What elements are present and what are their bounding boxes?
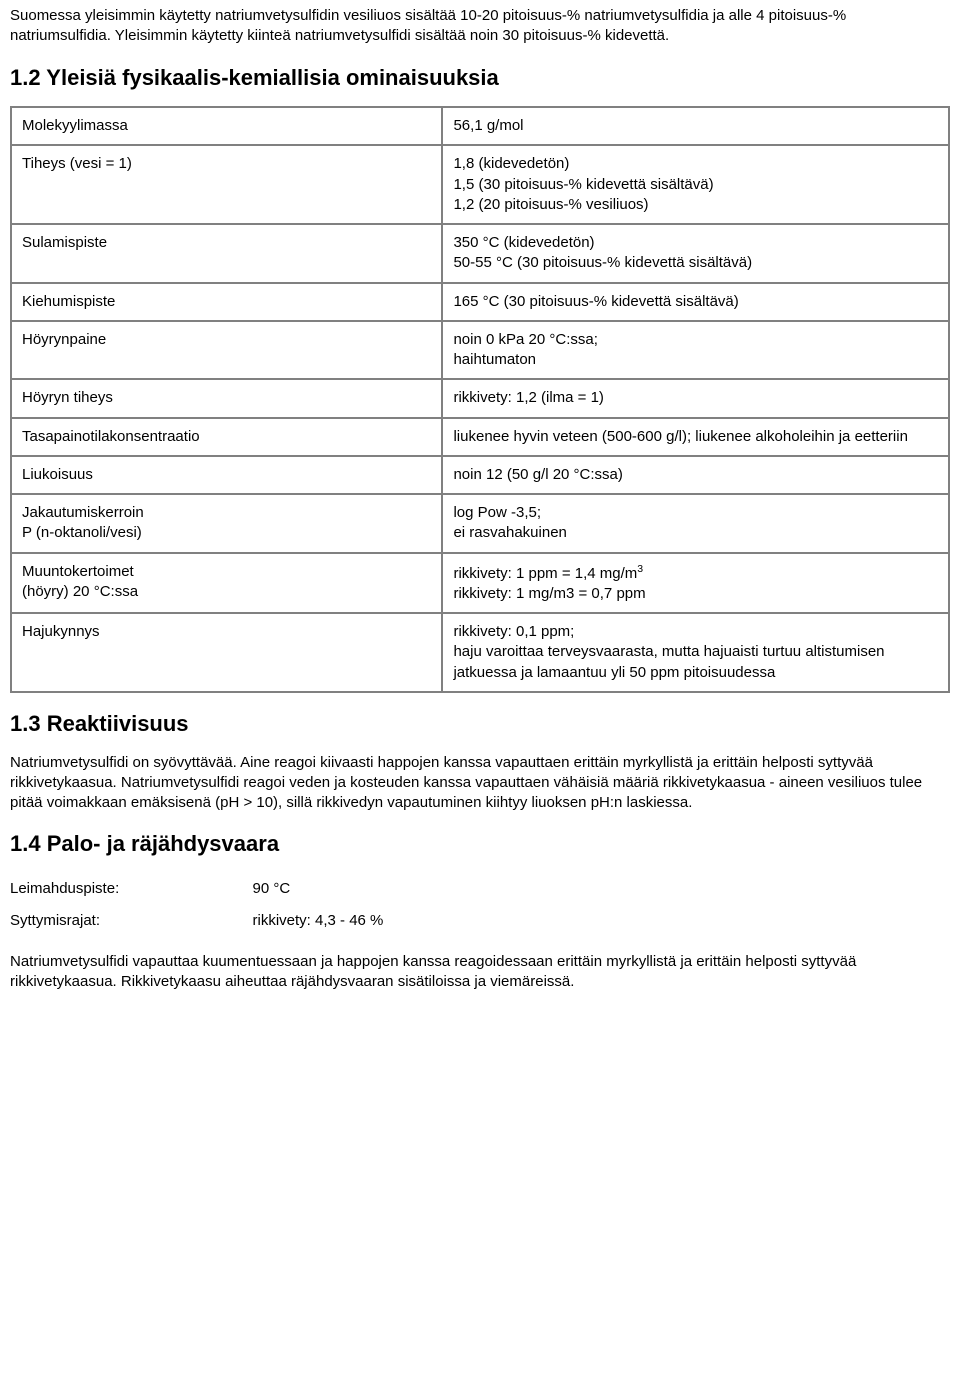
table-row: Hajukynnys rikkivety: 0,1 ppm;haju varoi… <box>11 613 949 692</box>
prop-value: log Pow -3,5;ei rasvahakuinen <box>442 494 949 553</box>
fire-table: Leimahduspiste: 90 °C Syttymisrajat: rik… <box>10 873 574 938</box>
prop-label: Leimahduspiste: <box>10 873 253 905</box>
table-row: Höyryn tiheys rikkivety: 1,2 (ilma = 1) <box>11 379 949 417</box>
table-row: Syttymisrajat: rikkivety: 4,3 - 46 % <box>10 905 574 937</box>
table-row: Muuntokertoimet(höyry) 20 °C:ssa rikkive… <box>11 553 949 614</box>
prop-label: Tiheys (vesi = 1) <box>11 145 442 224</box>
prop-value: rikkivety: 4,3 - 46 % <box>253 905 574 937</box>
prop-value: noin 12 (50 g/l 20 °C:ssa) <box>442 456 949 494</box>
prop-label: Höyryn tiheys <box>11 379 442 417</box>
properties-table: Molekyylimassa 56,1 g/mol Tiheys (vesi =… <box>10 106 950 693</box>
prop-label: Tasapainotilakonsentraatio <box>11 418 442 456</box>
prop-label: Syttymisrajat: <box>10 905 253 937</box>
table-row: Sulamispiste 350 °C (kidevedetön)50-55 °… <box>11 224 949 283</box>
table-row: JakautumiskerroinP (n-oktanoli/vesi) log… <box>11 494 949 553</box>
table-row: Tasapainotilakonsentraatio liukenee hyvi… <box>11 418 949 456</box>
table-row: Molekyylimassa 56,1 g/mol <box>11 107 949 145</box>
prop-value: 350 °C (kidevedetön)50-55 °C (30 pitoisu… <box>442 224 949 283</box>
prop-label: Liukoisuus <box>11 456 442 494</box>
prop-label: Muuntokertoimet(höyry) 20 °C:ssa <box>11 553 442 614</box>
section-1-2-title: 1.2 Yleisiä fysikaalis-kemiallisia omina… <box>10 63 950 93</box>
prop-label: Sulamispiste <box>11 224 442 283</box>
prop-value: 1,8 (kidevedetön)1,5 (30 pitoisuus-% kid… <box>442 145 949 224</box>
reactivity-paragraph: Natriumvetysulfidi on syövyttävää. Aine … <box>10 753 950 814</box>
prop-label: Hajukynnys <box>11 613 442 692</box>
table-row: Leimahduspiste: 90 °C <box>10 873 574 905</box>
prop-value: liukenee hyvin veteen (500-600 g/l); liu… <box>442 418 949 456</box>
section-1-4-title: 1.4 Palo- ja räjähdysvaara <box>10 829 950 859</box>
section-1-3-title: 1.3 Reaktiivisuus <box>10 709 950 739</box>
prop-value: 90 °C <box>253 873 574 905</box>
prop-value: rikkivety: 1,2 (ilma = 1) <box>442 379 949 417</box>
table-row: Höyrynpaine noin 0 kPa 20 °C:ssa;haihtum… <box>11 321 949 380</box>
prop-label: Molekyylimassa <box>11 107 442 145</box>
table-row: Tiheys (vesi = 1) 1,8 (kidevedetön)1,5 (… <box>11 145 949 224</box>
prop-label: Höyrynpaine <box>11 321 442 380</box>
prop-label: JakautumiskerroinP (n-oktanoli/vesi) <box>11 494 442 553</box>
prop-value: rikkivety: 1 ppm = 1,4 mg/m3rikkivety: 1… <box>442 553 949 614</box>
table-row: Liukoisuus noin 12 (50 g/l 20 °C:ssa) <box>11 456 949 494</box>
prop-value: 165 °C (30 pitoisuus-% kidevettä sisältä… <box>442 283 949 321</box>
fire-paragraph: Natriumvetysulfidi vapauttaa kuumentuess… <box>10 952 950 993</box>
prop-label: Kiehumispiste <box>11 283 442 321</box>
prop-value: rikkivety: 0,1 ppm;haju varoittaa tervey… <box>442 613 949 692</box>
table-row: Kiehumispiste 165 °C (30 pitoisuus-% kid… <box>11 283 949 321</box>
prop-value: noin 0 kPa 20 °C:ssa;haihtumaton <box>442 321 949 380</box>
prop-value: 56,1 g/mol <box>442 107 949 145</box>
intro-paragraph: Suomessa yleisimmin käytetty natriumvety… <box>10 6 950 47</box>
